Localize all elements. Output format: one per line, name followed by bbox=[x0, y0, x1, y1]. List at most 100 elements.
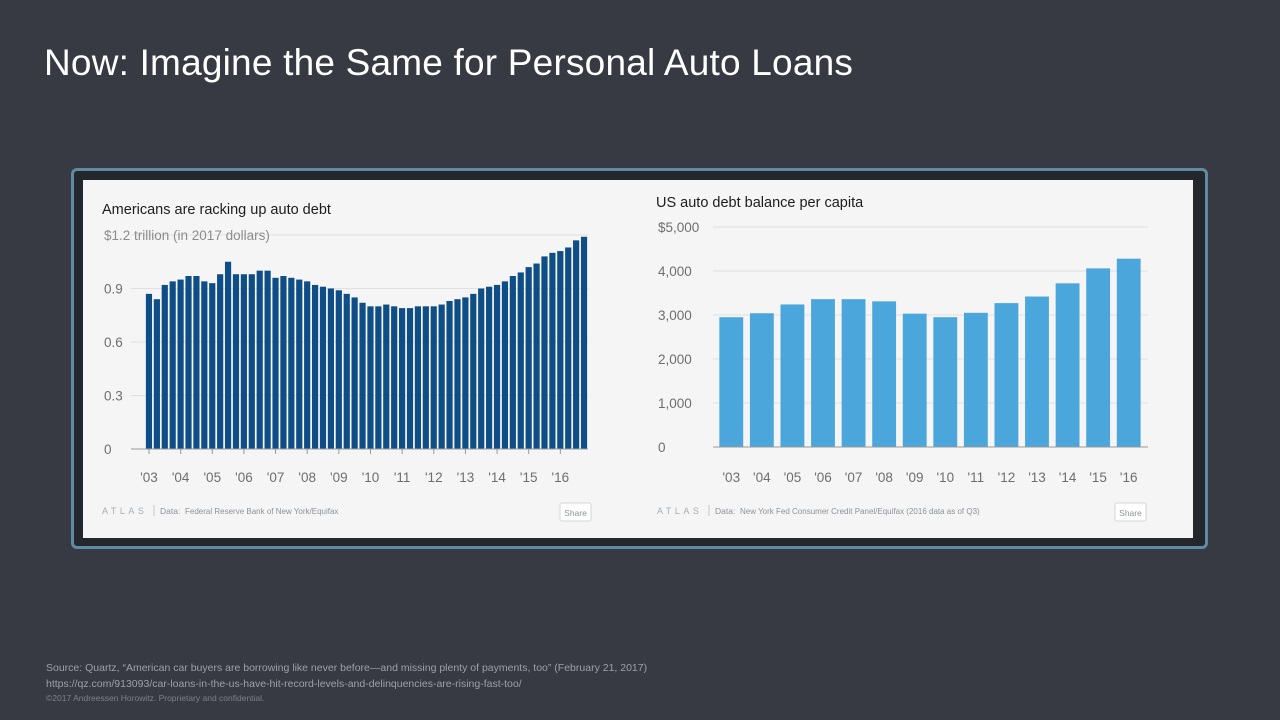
bar bbox=[811, 299, 835, 447]
x-tick-label: '16 bbox=[552, 470, 570, 485]
bar bbox=[383, 304, 390, 449]
atlas-logo: ATLAS bbox=[102, 506, 147, 516]
bar bbox=[343, 293, 350, 449]
auto-debt-total-chart: Americans are racking up auto debt 0 0.3 0.… bbox=[102, 202, 592, 522]
bar bbox=[719, 317, 744, 447]
bar bbox=[264, 270, 271, 449]
y-tick-label: 2,000 bbox=[658, 352, 692, 367]
x-tick-label: '05 bbox=[203, 470, 221, 485]
bar bbox=[1055, 283, 1080, 447]
x-tick-label: '06 bbox=[814, 470, 832, 485]
bar bbox=[351, 297, 358, 449]
bar bbox=[406, 308, 414, 449]
bar bbox=[335, 290, 342, 449]
bar bbox=[201, 281, 208, 449]
atlas-logo: ATLAS bbox=[657, 506, 702, 516]
bar bbox=[359, 302, 366, 449]
bar bbox=[414, 306, 422, 449]
y-tick-label: 0.6 bbox=[104, 335, 123, 350]
slide-title: Now: Imagine the Same for Personal Auto … bbox=[44, 42, 854, 83]
source-label: Data: bbox=[715, 506, 735, 516]
x-tick-label: '16 bbox=[1120, 470, 1138, 485]
x-tick-label: '15 bbox=[520, 470, 538, 485]
source-label: Data: bbox=[160, 506, 180, 516]
bar bbox=[304, 281, 311, 449]
share-button[interactable] bbox=[559, 502, 592, 522]
x-tick-label: '14 bbox=[488, 470, 506, 485]
share-button[interactable] bbox=[1114, 502, 1147, 522]
source-text: New York Fed Consumer Credit Panel/Equif… bbox=[740, 507, 980, 516]
bar bbox=[391, 306, 398, 449]
bar bbox=[217, 274, 224, 449]
bar bbox=[185, 276, 192, 449]
share-button-label[interactable]: Share bbox=[1119, 508, 1142, 518]
bar bbox=[327, 288, 334, 449]
x-tick-label: '04 bbox=[172, 470, 190, 485]
x-tick-label: '05 bbox=[784, 470, 802, 485]
bar bbox=[549, 252, 556, 449]
x-tick-label: '12 bbox=[998, 470, 1016, 485]
x-tick-label: '11 bbox=[394, 470, 411, 485]
bar bbox=[248, 274, 255, 449]
bar bbox=[963, 312, 988, 447]
x-tick-label: '08 bbox=[875, 470, 893, 485]
bar bbox=[841, 299, 866, 447]
bar bbox=[470, 293, 477, 449]
bar bbox=[872, 301, 897, 447]
bar bbox=[994, 303, 1019, 447]
bar bbox=[145, 293, 153, 449]
bar bbox=[1116, 258, 1141, 447]
bar bbox=[367, 306, 374, 449]
x-tick-label: '03 bbox=[140, 470, 158, 485]
y-tick-label: 1,000 bbox=[658, 396, 692, 411]
bar bbox=[573, 240, 580, 449]
y-tick-label: 0.9 bbox=[104, 282, 123, 297]
x-tick-label: '09 bbox=[330, 470, 348, 485]
y-tick-label: $1.2 trillion (in 2017 dollars) bbox=[104, 228, 270, 243]
bar bbox=[486, 286, 493, 449]
x-tick-label: '11 bbox=[968, 470, 985, 485]
bar bbox=[256, 270, 263, 449]
x-tick-label: '09 bbox=[906, 470, 924, 485]
bar bbox=[565, 247, 572, 449]
x-tick-label: '06 bbox=[235, 470, 253, 485]
bar bbox=[399, 308, 406, 449]
source-text: Federal Reserve Bank of New York/Equifax bbox=[185, 507, 338, 516]
x-tick-label: '10 bbox=[362, 470, 380, 485]
footer-url: https://qz.com/913093/car-loans-in-the-u… bbox=[46, 678, 522, 690]
x-tick-label: '12 bbox=[425, 470, 443, 485]
bar bbox=[493, 284, 501, 449]
y-tick-label: 4,000 bbox=[658, 264, 692, 279]
chart-title: Americans are racking up auto debt bbox=[102, 202, 331, 218]
chart-title: US auto debt balance per capita bbox=[656, 195, 864, 211]
bar bbox=[311, 284, 319, 449]
bar bbox=[1086, 268, 1111, 447]
bar bbox=[169, 281, 176, 449]
x-tick-label: '07 bbox=[267, 470, 285, 485]
bar bbox=[525, 267, 532, 449]
bar bbox=[454, 299, 461, 449]
bar bbox=[501, 281, 509, 449]
share-button-label[interactable]: Share bbox=[564, 508, 587, 518]
bar bbox=[446, 300, 453, 449]
bar bbox=[1025, 296, 1049, 447]
bar bbox=[422, 306, 429, 449]
x-tick-label: '07 bbox=[845, 470, 863, 485]
bar bbox=[557, 251, 564, 449]
bar bbox=[749, 313, 774, 447]
bar bbox=[517, 272, 524, 449]
bar bbox=[153, 299, 160, 449]
bar bbox=[933, 317, 958, 447]
x-tick-label: '08 bbox=[298, 470, 316, 485]
footer-copyright: ©2017 Andreessen Horowitz. Proprietary a… bbox=[46, 693, 265, 703]
bar bbox=[438, 304, 445, 449]
bar bbox=[272, 277, 279, 449]
bar bbox=[288, 277, 295, 449]
bar bbox=[319, 286, 327, 449]
bar bbox=[580, 236, 588, 449]
bar bbox=[375, 306, 382, 449]
bar bbox=[232, 274, 240, 449]
auto-debt-per-capita-chart: US auto debt balance per capita 0 1,000 2,0… bbox=[656, 195, 1148, 522]
bar bbox=[161, 284, 168, 449]
bar bbox=[541, 256, 548, 449]
